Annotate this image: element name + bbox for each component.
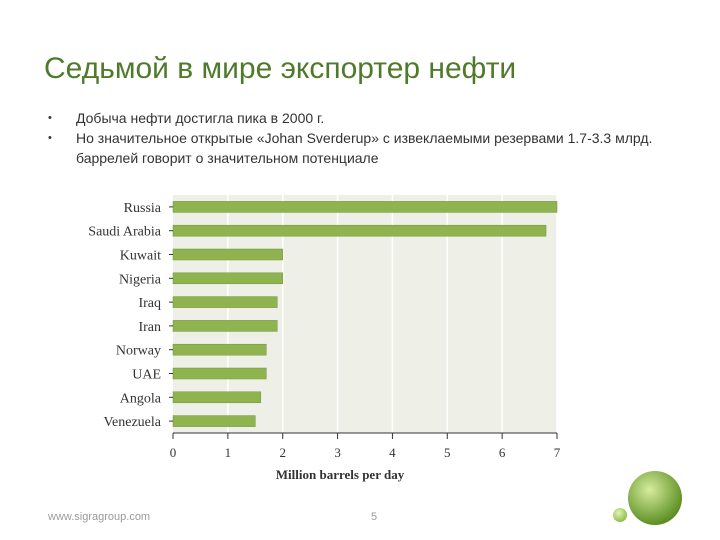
category-label: Kuwait [120, 249, 161, 264]
bar [172, 296, 278, 308]
category-label: Norway [116, 344, 161, 359]
bar [172, 201, 558, 213]
category-label: Angola [120, 391, 162, 406]
small-sphere [613, 508, 627, 522]
category-label: Venezuela [103, 415, 161, 430]
category-label: UAE [132, 368, 161, 383]
bullet-list: • Добыча нефти достигла пика в 2000 г. •… [48, 108, 678, 168]
x-tick-label: 0 [170, 445, 177, 460]
x-tick-label: 7 [554, 445, 561, 460]
bar [172, 391, 262, 404]
bullet-item: • Добыча нефти достигла пика в 2000 г. [48, 108, 678, 128]
bar [172, 224, 547, 237]
x-tick-label: 6 [499, 445, 506, 460]
bar [172, 248, 283, 261]
category-label: Iraq [138, 296, 161, 311]
x-tick-label: 4 [389, 445, 396, 460]
footer-url[interactable]: www.sigragroup.com [48, 511, 151, 523]
bullet-text: Добыча нефти достигла пика в 2000 г. [76, 110, 325, 126]
bar [172, 343, 267, 356]
large-sphere [628, 471, 682, 525]
x-tick-label: 2 [279, 445, 286, 460]
slide-title: Седьмой в мире экспортер нефти [44, 52, 517, 85]
bullet-text: Но значительное открытые «Johan Sverderu… [76, 130, 653, 166]
bar [172, 415, 256, 427]
bar [172, 320, 278, 332]
decorative-sphere-icon [613, 471, 682, 525]
oil-export-bar-chart: 0 1 2 3 4 5 6 7 Russia Saudi Arabia Kuwait Nigeria I… [88, 195, 561, 482]
bar [172, 367, 267, 380]
bullet-icon: • [48, 112, 52, 124]
x-tick-label: 5 [444, 445, 451, 460]
x-tick-label: 3 [334, 445, 341, 460]
bullet-icon: • [48, 132, 52, 144]
category-label: Saudi Arabia [88, 225, 161, 240]
page-number: 5 [371, 511, 378, 523]
bullet-item: • Но значительное открытые «Johan Sverde… [48, 128, 678, 168]
category-label: Iran [138, 320, 161, 335]
category-label: Russia [124, 201, 162, 216]
x-axis-label: Million barrels per day [276, 467, 405, 482]
category-label: Nigeria [119, 272, 162, 287]
x-tick-label: 1 [225, 445, 232, 460]
bar [172, 272, 283, 285]
